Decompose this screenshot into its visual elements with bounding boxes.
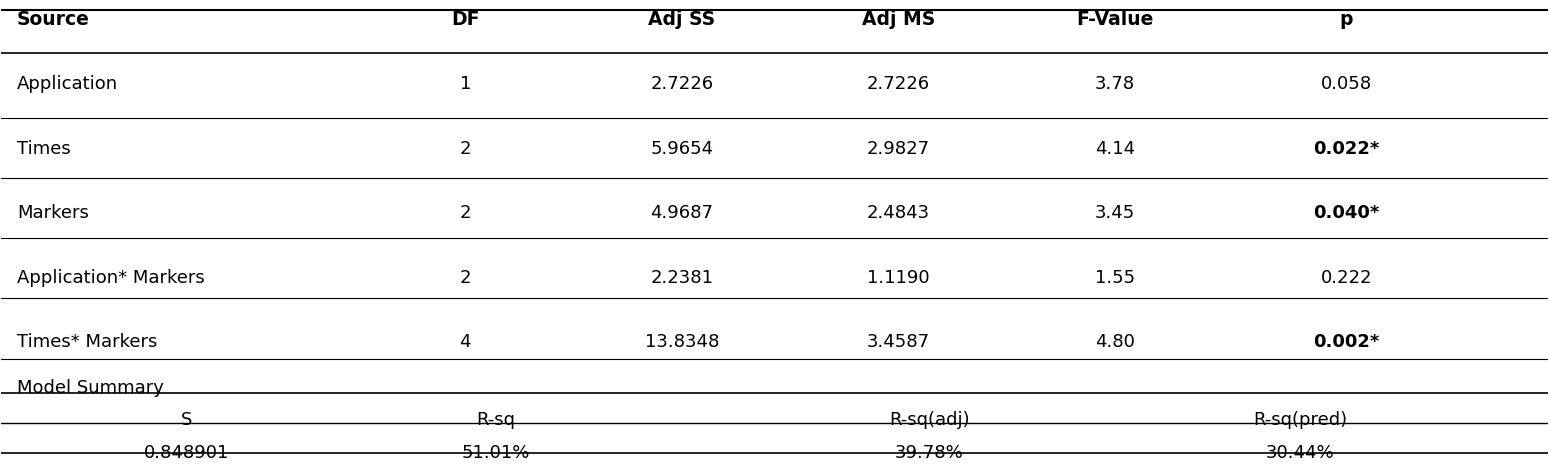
Text: 2.9827: 2.9827	[866, 140, 929, 158]
Text: 2: 2	[460, 269, 471, 286]
Text: Adj SS: Adj SS	[647, 10, 716, 29]
Text: 1: 1	[460, 75, 471, 93]
Text: Application* Markers: Application* Markers	[17, 269, 204, 286]
Text: 30.44%: 30.44%	[1266, 444, 1335, 462]
Text: S: S	[181, 412, 192, 429]
Text: 4.80: 4.80	[1095, 333, 1134, 351]
Text: 1.1190: 1.1190	[867, 269, 929, 286]
Text: 0.002*: 0.002*	[1314, 333, 1380, 351]
Text: 2.7226: 2.7226	[866, 75, 929, 93]
Text: F-Value: F-Value	[1077, 10, 1154, 29]
Text: 13.8348: 13.8348	[644, 333, 719, 351]
Text: 0.022*: 0.022*	[1314, 140, 1380, 158]
Text: 4.14: 4.14	[1095, 140, 1135, 158]
Text: 3.4587: 3.4587	[866, 333, 929, 351]
Text: Source: Source	[17, 10, 90, 29]
Text: 5.9654: 5.9654	[651, 140, 713, 158]
Text: 51.01%: 51.01%	[462, 444, 530, 462]
Text: 4.9687: 4.9687	[651, 204, 713, 222]
Text: 1.55: 1.55	[1095, 269, 1135, 286]
Text: DF: DF	[451, 10, 480, 29]
Text: Model Summary: Model Summary	[17, 379, 164, 397]
Text: Application: Application	[17, 75, 118, 93]
Text: Adj MS: Adj MS	[861, 10, 936, 29]
Text: 2: 2	[460, 204, 471, 222]
Text: 0.058: 0.058	[1321, 75, 1372, 93]
Text: Times: Times	[17, 140, 71, 158]
Text: 3.78: 3.78	[1095, 75, 1135, 93]
Text: 39.78%: 39.78%	[895, 444, 963, 462]
Text: Markers: Markers	[17, 204, 88, 222]
Text: 2.4843: 2.4843	[866, 204, 929, 222]
Text: 2.7226: 2.7226	[651, 75, 713, 93]
Text: 0.040*: 0.040*	[1314, 204, 1380, 222]
Text: p: p	[1340, 10, 1354, 29]
Text: Times* Markers: Times* Markers	[17, 333, 158, 351]
Text: 0.222: 0.222	[1321, 269, 1372, 286]
Text: R-sq: R-sq	[477, 412, 516, 429]
Text: 4: 4	[460, 333, 471, 351]
Text: 3.45: 3.45	[1095, 204, 1135, 222]
Text: 0.848901: 0.848901	[144, 444, 229, 462]
Text: 2: 2	[460, 140, 471, 158]
Text: 2.2381: 2.2381	[651, 269, 713, 286]
Text: R-sq(pred): R-sq(pred)	[1253, 412, 1348, 429]
Text: R-sq(adj): R-sq(adj)	[889, 412, 970, 429]
